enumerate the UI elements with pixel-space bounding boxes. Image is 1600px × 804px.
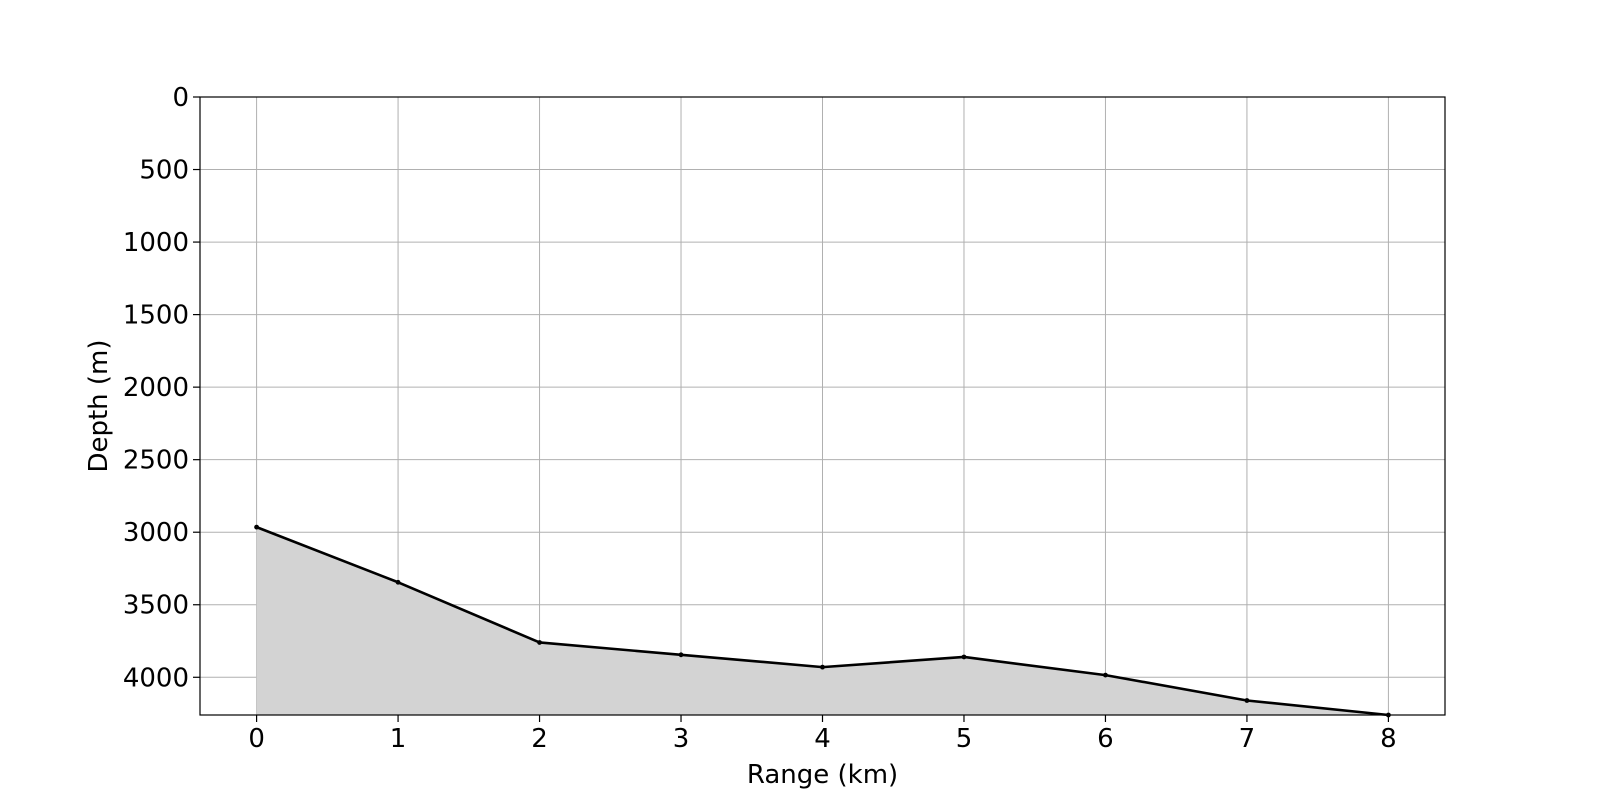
data-point — [254, 524, 259, 530]
y-tick-label: 500 — [139, 156, 189, 186]
y-tick-label: 1000 — [123, 228, 189, 258]
x-tick-label: 1 — [390, 724, 407, 754]
data-point — [961, 654, 967, 660]
y-tick-label: 2000 — [123, 373, 189, 403]
y-tick-label: 1500 — [123, 301, 189, 331]
x-tick-label: 6 — [1097, 724, 1114, 754]
x-axis-label: Range (km) — [747, 760, 898, 790]
y-tick-label: 3500 — [123, 591, 189, 621]
x-tick-label: 4 — [814, 724, 831, 754]
data-point — [678, 652, 684, 658]
x-tick-label: 8 — [1380, 724, 1397, 754]
x-tick-label: 2 — [531, 724, 548, 754]
data-point — [1103, 672, 1108, 678]
data-point — [820, 664, 825, 670]
y-tick-label: 4000 — [123, 663, 189, 693]
x-ticks: 0 1 2 3 4 5 6 7 8 — [248, 715, 1397, 754]
y-tick-label: 2500 — [123, 446, 189, 476]
y-axis-label: Depth (m) — [84, 339, 114, 472]
x-tick-label: 3 — [673, 724, 690, 754]
area-layer — [256, 527, 1389, 715]
y-tick-label: 3000 — [123, 518, 189, 548]
y-ticks: 0 500 1000 1500 2000 2500 3000 3500 4000 — [123, 83, 200, 693]
point-layer — [254, 524, 1391, 718]
data-point — [537, 640, 542, 645]
x-tick-label: 5 — [956, 724, 973, 754]
x-tick-label: 7 — [1239, 724, 1256, 754]
data-point — [1244, 698, 1250, 703]
y-tick-label: 0 — [172, 83, 189, 113]
bathymetry-fill — [256, 527, 1389, 715]
x-tick-label: 0 — [248, 724, 265, 754]
data-point — [395, 579, 401, 585]
